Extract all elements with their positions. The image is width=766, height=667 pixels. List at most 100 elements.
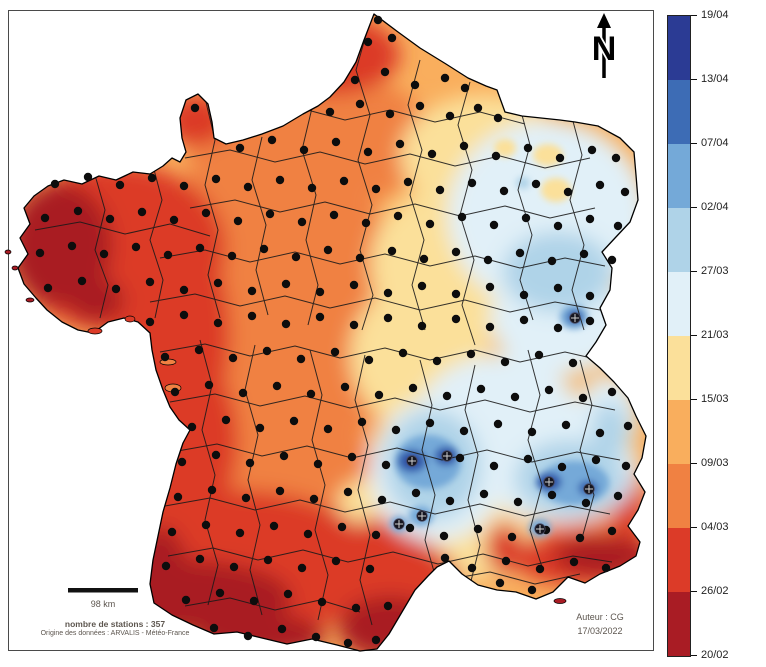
station-dot xyxy=(521,213,531,223)
station-dot xyxy=(387,33,397,43)
station-dot xyxy=(170,387,180,397)
station-dot xyxy=(323,424,333,434)
station-dot xyxy=(371,530,381,540)
date-label: 17/03/2022 xyxy=(577,626,623,636)
map-frame xyxy=(8,10,654,651)
station-dot xyxy=(325,107,335,117)
station-dot xyxy=(275,175,285,185)
station-dot xyxy=(247,286,257,296)
station-dot xyxy=(309,494,319,504)
station-dot xyxy=(275,486,285,496)
station-dot xyxy=(357,417,367,427)
station-dot xyxy=(317,597,327,607)
station-dot xyxy=(105,214,115,224)
station-dot xyxy=(315,287,325,297)
station-dot xyxy=(331,137,341,147)
station-dot xyxy=(510,392,520,402)
station-dot xyxy=(575,533,585,543)
author-label: Auteur : CG xyxy=(576,612,624,622)
station-dot xyxy=(553,323,563,333)
station-dot xyxy=(531,179,541,189)
station-dot xyxy=(432,356,442,366)
station-dot xyxy=(493,113,503,123)
station-dot xyxy=(507,532,517,542)
station-dot xyxy=(595,180,605,190)
station-dot xyxy=(35,248,45,258)
station-dot xyxy=(213,278,223,288)
station-dot xyxy=(163,250,173,260)
station-dot xyxy=(613,221,623,231)
station-dot xyxy=(306,389,316,399)
station-dot xyxy=(485,282,495,292)
station-dot xyxy=(601,563,611,573)
station-dot xyxy=(351,603,361,613)
station-dot xyxy=(415,101,425,111)
station-dot xyxy=(501,556,511,566)
station-dot xyxy=(553,221,563,231)
station-dot xyxy=(361,218,371,228)
station-dot xyxy=(442,391,452,401)
station-dot xyxy=(262,346,272,356)
station-dot xyxy=(527,427,537,437)
station-dot xyxy=(267,135,277,145)
station-dot xyxy=(451,289,461,299)
coastline xyxy=(17,13,647,652)
island xyxy=(11,265,19,271)
station-dot xyxy=(547,256,557,266)
station-dot xyxy=(387,246,397,256)
station-dot xyxy=(179,181,189,191)
station-dot xyxy=(485,322,495,332)
station-dot xyxy=(343,638,353,648)
station-dot xyxy=(331,556,341,566)
station-dot xyxy=(201,208,211,218)
station-dot xyxy=(211,450,221,460)
station-dot xyxy=(343,487,353,497)
station-dot xyxy=(439,531,449,541)
station-dot xyxy=(460,83,470,93)
station-dot xyxy=(374,390,384,400)
island xyxy=(553,598,567,604)
station-dot xyxy=(181,595,191,605)
department-borders xyxy=(34,27,621,626)
station-dot xyxy=(445,111,455,121)
station-dot xyxy=(535,564,545,574)
station-dot xyxy=(483,255,493,265)
station-dot xyxy=(405,523,415,533)
station-dot xyxy=(147,173,157,183)
station-dot xyxy=(160,352,170,362)
station-dot xyxy=(43,283,53,293)
station-dot xyxy=(476,384,486,394)
station-dot xyxy=(161,561,171,571)
station-dot xyxy=(493,419,503,429)
station-dot xyxy=(173,492,183,502)
station-dot xyxy=(523,454,533,464)
station-dot xyxy=(245,458,255,468)
station-dot xyxy=(195,243,205,253)
station-dot xyxy=(607,255,617,265)
station-dot xyxy=(371,635,381,645)
station-dot xyxy=(445,496,455,506)
station-dot xyxy=(115,180,125,190)
station-dot xyxy=(581,498,591,508)
station-dot xyxy=(455,453,465,463)
station-dot xyxy=(190,103,200,113)
special-station-markers xyxy=(393,312,595,535)
station-dot xyxy=(329,210,339,220)
station-dot xyxy=(337,522,347,532)
station-dot xyxy=(243,182,253,192)
station-dot xyxy=(459,426,469,436)
station-dot xyxy=(613,491,623,501)
station-dot xyxy=(307,183,317,193)
station-dot xyxy=(213,318,223,328)
station-dot xyxy=(50,179,60,189)
station-dot xyxy=(587,145,597,155)
station-dot xyxy=(228,353,238,363)
station-dot xyxy=(364,355,374,365)
station-dot xyxy=(395,139,405,149)
station-dot xyxy=(259,244,269,254)
station-dot xyxy=(408,383,418,393)
station-dot xyxy=(427,149,437,159)
island xyxy=(124,315,136,323)
station-dot xyxy=(313,459,323,469)
station-dot xyxy=(425,418,435,428)
